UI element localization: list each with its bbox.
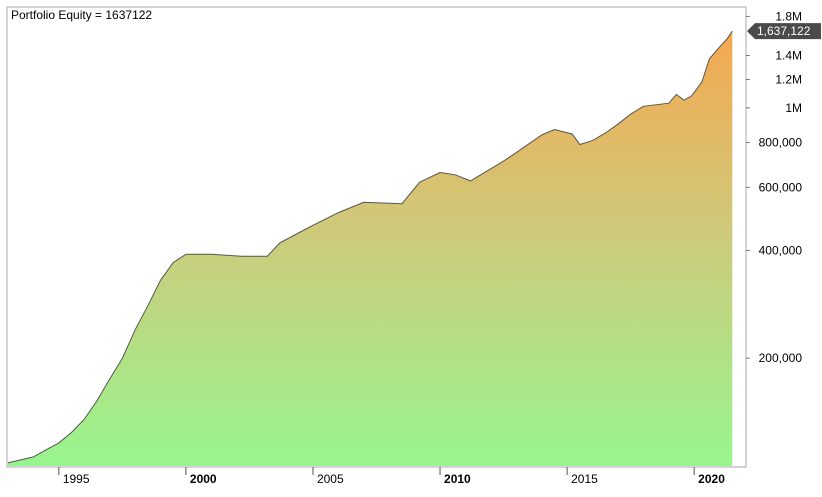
y-tick-label: 1.8M bbox=[775, 9, 802, 23]
equity-area bbox=[8, 31, 733, 466]
y-tick-label: 200,000 bbox=[759, 351, 803, 365]
x-tick-label: 2020 bbox=[698, 472, 725, 486]
equity-line bbox=[7, 30, 733, 464]
y-tick-label: 600,000 bbox=[759, 180, 803, 194]
y-tick-label: 1.4M bbox=[775, 49, 802, 63]
x-tick-label: 1995 bbox=[63, 472, 90, 486]
chart-title: Portfolio Equity = 1637122 bbox=[11, 8, 152, 22]
last-value-marker: 1,637,122 bbox=[747, 23, 821, 40]
x-tick-label: 2005 bbox=[317, 472, 344, 486]
y-tick-label: 1.2M bbox=[775, 72, 802, 86]
x-axis: 1995 2000 2005 2010 2015 2020 bbox=[58, 467, 725, 486]
x-tick-label: 2010 bbox=[444, 472, 471, 486]
last-value-box bbox=[747, 23, 821, 40]
y-axis: 200,000 400,000 600,000 800,000 1M 1.2M 1.4M 1.… bbox=[746, 9, 802, 365]
equity-area-layer bbox=[7, 30, 733, 466]
last-value-label: 1,637,122 bbox=[757, 24, 811, 38]
x-tick-label: 2000 bbox=[190, 472, 217, 486]
y-tick-label: 400,000 bbox=[759, 243, 803, 257]
x-tick-label: 2015 bbox=[571, 472, 598, 486]
y-tick-label: 800,000 bbox=[759, 136, 803, 150]
y-tick-label: 1M bbox=[785, 101, 802, 115]
